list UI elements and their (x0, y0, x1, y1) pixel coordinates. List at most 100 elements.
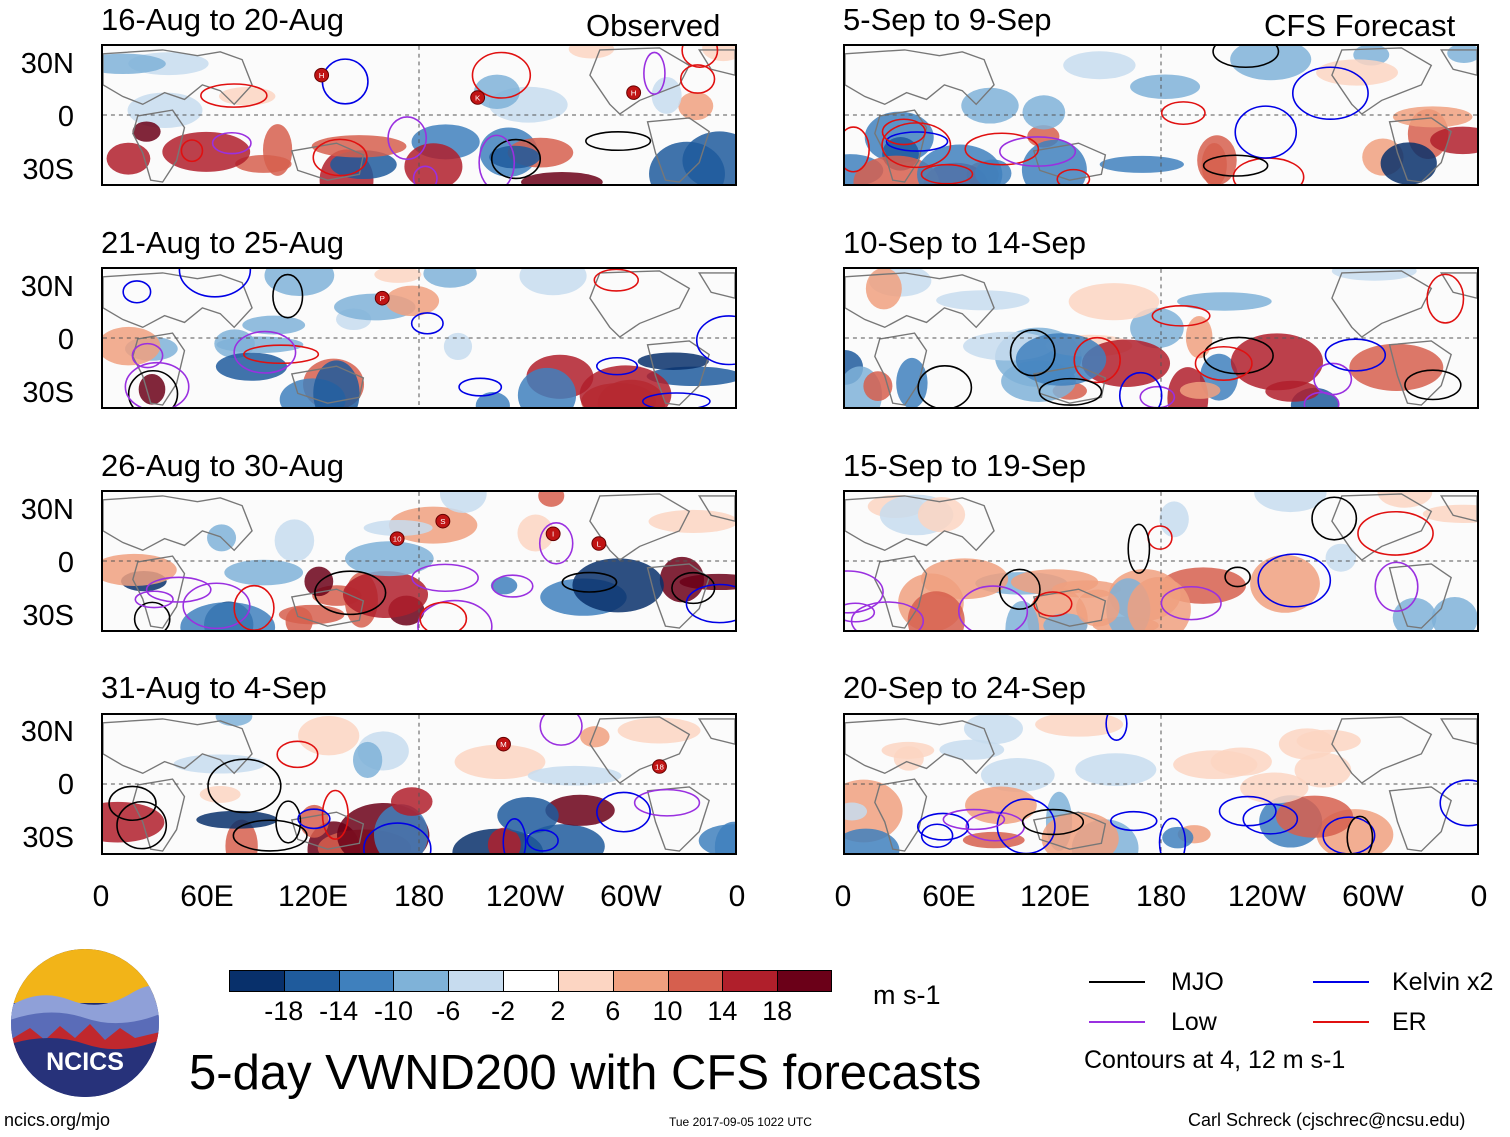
colorbar-tick-label: -10 (373, 996, 413, 1026)
coastline (132, 555, 186, 629)
lon-label-right: 60W (1342, 880, 1404, 913)
wave-contour (641, 392, 711, 407)
wave-contour (1374, 561, 1419, 612)
colorbar-swatch (612, 970, 668, 992)
anomaly-shading (423, 269, 477, 288)
colorbar-swatch (503, 970, 558, 992)
lon-label-right: 180 (1135, 880, 1187, 913)
anomaly-shading (224, 559, 304, 586)
wave-contour (458, 377, 503, 397)
coastline (589, 270, 691, 338)
lat-label: 30S (22, 600, 74, 632)
anomaly-shading (1254, 492, 1327, 513)
anomaly-shading (519, 269, 587, 296)
anomaly-shading (106, 142, 151, 175)
anomaly-shading (385, 285, 440, 317)
anomaly-shading (1265, 380, 1320, 402)
lon-label-right: 120W (1227, 880, 1307, 913)
anomaly-shading (474, 74, 520, 109)
wave-contour (595, 356, 639, 376)
anomaly-shading (698, 824, 735, 853)
anomaly-shading (103, 53, 166, 74)
wave-contour (233, 330, 297, 374)
wave-contour (1303, 391, 1340, 407)
coastline (697, 718, 735, 745)
coastline (290, 588, 365, 627)
anomaly-shading (917, 144, 1003, 184)
wave-contour (133, 601, 171, 630)
wave-contour (999, 136, 1077, 167)
anomaly-shading (132, 121, 161, 142)
anomaly-shading (538, 492, 565, 507)
anomaly-shading (881, 741, 935, 759)
anomaly-shading (1185, 316, 1213, 359)
coastline (874, 109, 928, 183)
anomaly-shading (353, 741, 383, 778)
wave-contour (1194, 345, 1253, 381)
anomaly-shading (1159, 501, 1189, 538)
wave-contour (491, 574, 534, 598)
map-canvas (845, 492, 1477, 630)
anomaly-shading (907, 591, 965, 630)
coastline (1032, 588, 1107, 627)
anomaly-shading (1275, 795, 1354, 838)
wave-contour (232, 819, 308, 852)
storm-marker-label: I (552, 530, 554, 539)
anomaly-shading (497, 797, 559, 835)
wave-contour (1038, 377, 1103, 406)
wave-contour (410, 312, 444, 335)
lon-label-right: 60E (922, 880, 976, 913)
wave-contour (1404, 369, 1462, 401)
map-canvas (845, 46, 1477, 184)
storm-marker-label: 10 (393, 535, 402, 544)
anomaly-shading (845, 802, 868, 821)
anomaly-shading (304, 566, 334, 597)
anomaly-shading (1431, 597, 1477, 630)
er-legend-line (1313, 1021, 1369, 1023)
wave-contour (964, 132, 1040, 166)
anomaly-shading (439, 492, 487, 513)
anomaly-shading (1130, 307, 1184, 349)
wave-contour (920, 163, 974, 184)
map-panel-left-2: S L 10 I (101, 490, 737, 632)
anomaly-shading (1099, 155, 1184, 173)
anomaly-shading (1041, 811, 1119, 853)
coastline (874, 332, 928, 406)
wave-contour (561, 571, 618, 593)
storm-marker-label: P (380, 294, 385, 303)
anomaly-shading (1179, 381, 1221, 399)
colorbar-tick-label: 6 (605, 996, 621, 1026)
coastline (589, 716, 691, 784)
anomaly-shading (196, 810, 278, 829)
coastline (845, 718, 995, 775)
anomaly-shading (920, 558, 1009, 600)
wave-contour (412, 165, 438, 184)
wave-contour (920, 823, 954, 848)
storm-marker-icon: L (591, 536, 607, 551)
anomaly-shading (1392, 106, 1473, 128)
wave-contour (1257, 553, 1332, 608)
anomaly-shading (218, 87, 276, 106)
wave-contour (314, 570, 387, 616)
footer-url[interactable]: ncics.org/mjo (4, 1110, 111, 1130)
coastline (589, 47, 691, 115)
anomaly-shading (274, 519, 315, 562)
ncics-logo: NCICS (10, 948, 160, 1098)
anomaly-shading (980, 758, 1055, 793)
coastline (697, 495, 735, 522)
contour-note: Contours at 4, 12 m s-1 (1084, 1046, 1346, 1074)
coastline (132, 778, 186, 852)
coastline (845, 49, 995, 106)
coastline (132, 109, 186, 183)
storm-marker-label: H (631, 89, 637, 98)
wave-contour (1139, 385, 1176, 407)
anomaly-shading (1430, 126, 1477, 155)
kelvin-legend-label: Kelvin x2 (1392, 968, 1494, 996)
coastline (874, 778, 928, 852)
coastline (1388, 563, 1452, 629)
wave-contour (1324, 338, 1387, 372)
wave-contour (916, 812, 970, 841)
anomaly-shading (215, 715, 253, 727)
wave-contour (539, 715, 583, 746)
wave-contour (881, 122, 952, 169)
